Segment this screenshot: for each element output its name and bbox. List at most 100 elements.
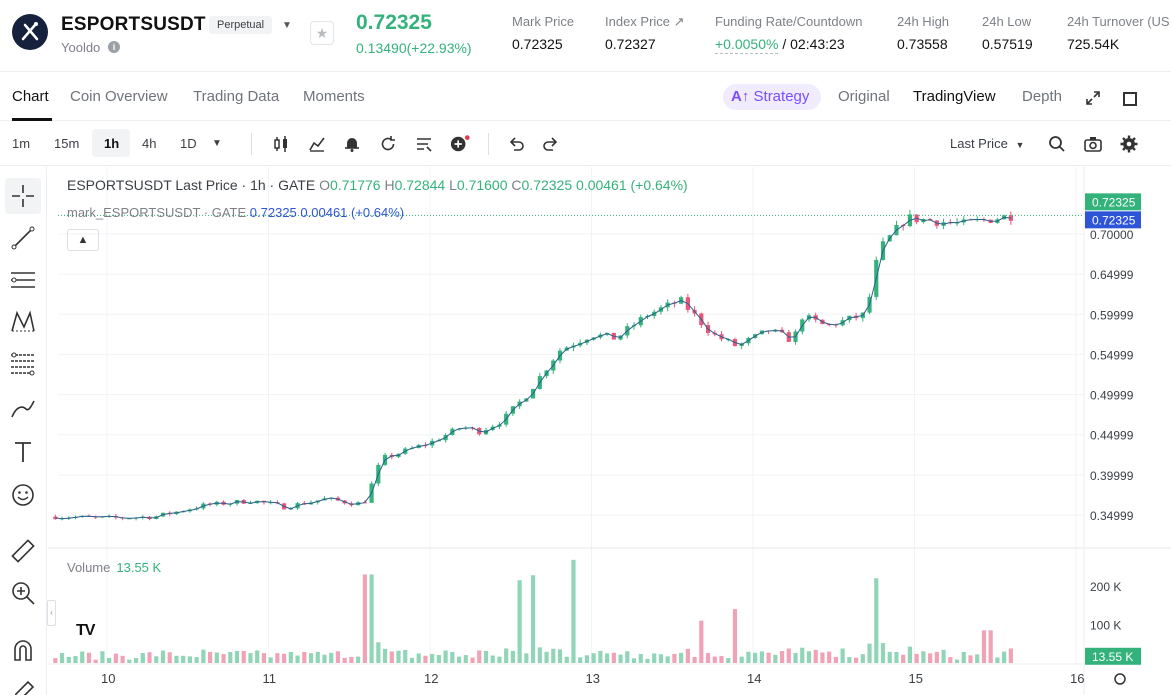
mark-legend-title: mark_ESPORTSUSDT · GATE [67,205,247,220]
legend-high-label: H [384,177,395,193]
strategy-button[interactable]: A↑ Strategy [723,84,821,110]
view-depth[interactable]: Depth [1022,88,1063,105]
volume-bar [201,649,206,663]
price-type-select[interactable]: Last Price ▼ [950,136,1024,151]
timeframe-4h[interactable]: 4h [142,136,157,151]
symbol-name[interactable]: ESPORTSUSDT [61,14,206,35]
active-tool-highlight [5,178,41,214]
volume-bar [483,650,489,663]
tab-trading-data[interactable]: Trading Data [193,88,280,105]
price-axis-label: 0.59999 [1090,308,1134,322]
timeframe-1m[interactable]: 1m [12,136,31,151]
candlestick-type-icon[interactable] [271,134,291,154]
volume-bar [618,654,623,663]
crosshair-icon[interactable] [8,181,38,211]
stat-label-mark-price: Mark Price [512,14,575,29]
drawing-tools-bar [0,167,47,695]
star-icon[interactable]: ★ [310,21,334,45]
chevron-down-icon: ▼ [1015,140,1025,150]
indicators-icon[interactable] [307,134,327,154]
volume-bar [786,648,791,663]
mark-legend-change: 0.00461 (+0.64%) [300,205,405,220]
search-icon[interactable] [1047,134,1067,154]
price-axis-label: 0.70000 [1090,228,1134,242]
legend-low-label: L [449,177,457,193]
volume-bar [140,653,145,663]
volume-bar [282,653,287,663]
replay-icon[interactable] [378,134,398,154]
window-icon[interactable] [1123,92,1137,106]
last-price: 0.72325 [356,11,432,34]
timeframe-1d[interactable]: 1D [180,136,197,151]
volume-bar [53,658,58,663]
pattern-tool-icon[interactable] [8,307,38,337]
timeframe-15m[interactable]: 15m [54,136,80,151]
view-original[interactable]: Original [838,88,890,105]
mark-price-tag-label: 0.72325 [1092,213,1136,227]
funding-rate-value[interactable]: +0.0050% [715,36,779,54]
tab-chart[interactable]: Chart [12,88,49,105]
ruler-icon[interactable] [8,536,38,566]
chevron-down-icon[interactable]: ▼ [212,138,222,149]
volume-bar [766,652,771,663]
volume-bar [679,652,684,663]
volume-bar [133,658,139,663]
undo-icon[interactable] [506,134,526,154]
volume-bar [100,651,105,663]
volume-bar [779,651,785,663]
price-chart[interactable]: 0.70000 0.64999 0.59999 0.54999 0.49999 0.449… [48,167,1171,695]
tradingview-logo[interactable]: TV [76,622,95,639]
fibonacci-icon[interactable] [8,349,38,379]
camera-icon[interactable] [1083,134,1103,154]
volume-bar [409,657,415,663]
brush-icon[interactable] [8,393,38,423]
templates-icon[interactable] [414,134,434,154]
magnet-icon[interactable] [8,636,38,666]
legend-collapse-button[interactable]: ▲ [67,229,99,251]
emoji-icon[interactable] [8,480,38,510]
stat-label-index-price[interactable]: Index Price ↗ [605,14,685,29]
toolbar-divider [251,133,252,155]
volume-bar [712,656,717,663]
volume-bar [436,655,441,663]
collapse-sidebar-handle[interactable]: ‹ [47,600,56,626]
volume-bar [874,578,879,663]
volume-bar [389,651,394,663]
volume-bar [214,652,219,663]
gear-icon[interactable] [1119,134,1139,154]
redo-icon[interactable] [541,134,561,154]
alert-bell-icon[interactable] [342,134,362,154]
trend-line-icon[interactable] [8,223,38,253]
contract-type-badge: Perpetual [209,16,273,34]
legend-close: 0.72325 [521,177,573,193]
time-axis-label: 11 [263,671,277,686]
active-tab-indicator [12,118,52,121]
price-axis-label: 0.34999 [1090,509,1134,523]
volume-bar [988,630,993,663]
volume-bar [376,642,381,663]
volume-bar [598,650,603,663]
horizontal-lines-icon[interactable] [8,265,38,295]
volume-bar [672,653,677,663]
volume-bar [517,580,522,663]
expand-icon[interactable] [1085,90,1101,106]
volume-bar [806,651,812,663]
chevron-down-icon[interactable]: ▼ [282,20,292,31]
view-tradingview[interactable]: TradingView [913,88,996,105]
timeframe-1h[interactable]: 1h [104,136,120,151]
pencil-icon[interactable] [8,677,38,695]
tab-coin-overview[interactable]: Coin Overview [70,88,168,105]
coin-logo [12,14,48,50]
add-indicator-icon[interactable] [450,134,470,154]
info-icon[interactable]: i [108,41,120,53]
volume-bar [255,650,260,663]
text-tool-icon[interactable] [8,437,38,467]
volume-bar [813,649,818,663]
mark-price-line [55,216,1011,520]
volume-bar [329,652,334,663]
time-axis-label: 16 [1070,671,1084,686]
zoom-in-icon[interactable] [8,578,38,608]
volume-bar [934,651,939,663]
volume-bar [154,656,159,663]
tab-moments[interactable]: Moments [303,88,365,105]
